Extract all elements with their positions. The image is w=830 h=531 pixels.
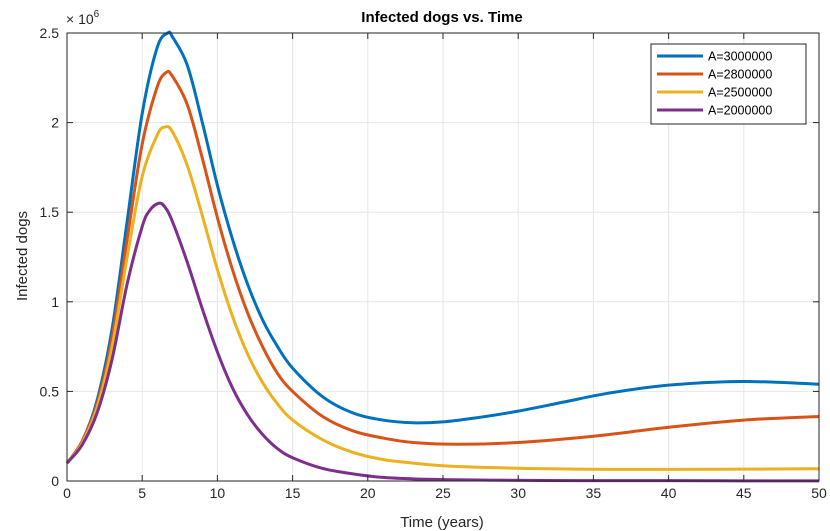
x-tick-label: 35	[586, 485, 602, 501]
x-tick-label: 45	[736, 485, 752, 501]
x-tick-label: 50	[811, 485, 827, 501]
x-tick-label: 30	[510, 485, 526, 501]
y-tick-label: 1.5	[40, 204, 60, 220]
y-tick-label: 2	[51, 115, 59, 131]
y-tick-label: 1	[51, 294, 59, 310]
x-tick-label: 40	[661, 485, 677, 501]
y-tick-label: 0	[51, 473, 59, 489]
x-axis-ticks: 0 5 10 15 20 25 30 35 40 45 50	[63, 33, 827, 501]
legend: A=3000000 A=2800000 A=2500000 A=2000000	[650, 43, 807, 125]
legend-label-2: A=2800000	[708, 68, 772, 82]
x-tick-label: 10	[210, 485, 226, 501]
x-tick-label: 20	[360, 485, 376, 501]
y-axis-multiplier: × 106	[66, 9, 100, 27]
y-tick-label: 0.5	[40, 383, 60, 399]
y-axis-multiplier-base: × 10	[66, 11, 94, 27]
chart-title: Infected dogs vs. Time	[361, 9, 522, 26]
series-lines	[65, 30, 820, 483]
x-tick-label: 25	[435, 485, 451, 501]
x-axis-label: Time (years)	[400, 514, 484, 531]
y-axis-ticks: 0 0.5 1 1.5 2 2.5	[40, 25, 819, 489]
x-tick-label: 15	[285, 485, 301, 501]
series-line-1	[65, 30, 820, 464]
series-line-4	[65, 201, 820, 483]
series-line-2	[65, 69, 820, 464]
y-tick-label: 2.5	[40, 25, 60, 41]
legend-label-3: A=2500000	[708, 86, 772, 100]
legend-label-1: A=3000000	[708, 50, 772, 64]
series-line-3	[65, 125, 820, 471]
legend-label-4: A=2000000	[708, 104, 772, 118]
x-tick-label: 5	[138, 485, 146, 501]
x-tick-label: 0	[63, 485, 71, 501]
y-axis-multiplier-exponent: 6	[94, 9, 100, 20]
y-axis-label: Infected dogs	[14, 211, 31, 301]
